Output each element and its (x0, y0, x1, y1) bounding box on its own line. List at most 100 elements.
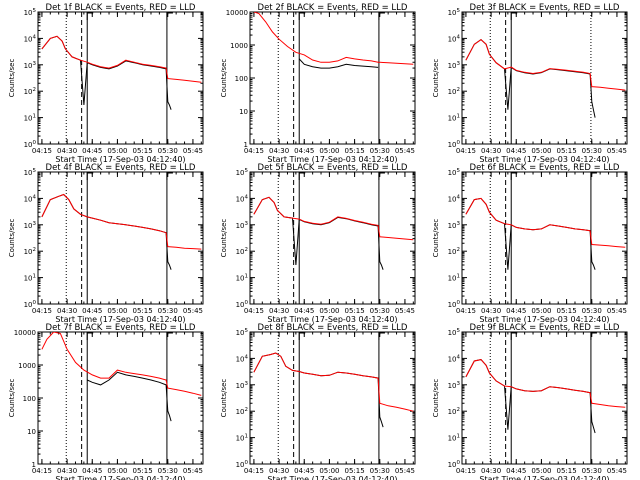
axes-frame (37, 171, 204, 305)
y-tick-label: 100 (448, 140, 461, 149)
x-tick-label: 04:30 (481, 147, 501, 155)
y-tick-label: 104 (236, 354, 249, 363)
series-line-events (253, 196, 384, 270)
x-tick-label: 04:15 (456, 467, 476, 475)
x-axis-label: Start Time (17-Sep-03 04:12:40) (55, 155, 185, 164)
y-tick-label: 1 (32, 461, 36, 469)
y-axis-label: Counts/sec (432, 59, 440, 98)
marker-bracket (378, 12, 385, 20)
x-tick-label: 05:45 (395, 147, 415, 155)
chart-title: Det 6f BLACK = Events, RED = LLD (470, 163, 620, 173)
series-line-events (86, 371, 172, 422)
marker-bracket (166, 332, 173, 340)
chart-title: Det 3f BLACK = Events, RED = LLD (470, 3, 620, 13)
y-tick-label: 100 (448, 460, 461, 469)
y-tick-label: 100 (24, 140, 37, 149)
y-tick-label: 105 (448, 328, 461, 337)
y-tick-label: 100 (236, 300, 249, 309)
x-tick-label: 04:30 (269, 307, 289, 315)
y-tick-label: 105 (448, 168, 461, 177)
panel-det-4f: Det 4f BLACK = Events, RED = LLD 100 101 10… (8, 163, 204, 324)
x-tick-label: 05:15 (556, 467, 576, 475)
y-tick-label: 105 (24, 8, 37, 17)
y-tick-label: 100 (23, 395, 36, 403)
series-line-events (41, 35, 172, 110)
series-line-events (253, 352, 384, 428)
x-tick-label: 04:45 (506, 467, 526, 475)
x-tick-label: 04:30 (57, 467, 77, 475)
series-line-lld (253, 196, 414, 241)
x-axis-label: Start Time (17-Sep-03 04:12:40) (479, 475, 609, 480)
marker-bracket (298, 12, 306, 20)
y-axis-label: Counts/sec (432, 219, 440, 258)
x-tick-label: 05:00 (531, 147, 551, 155)
y-tick-label: 103 (236, 221, 249, 230)
marker-bracket (166, 172, 173, 180)
x-tick-label: 05:45 (395, 307, 415, 315)
y-tick-label: 100 (24, 300, 37, 309)
x-tick-label: 05:30 (158, 307, 178, 315)
series-line-lld (465, 359, 626, 408)
axes-frame (249, 11, 416, 145)
y-tick-label: 100 (235, 75, 248, 83)
x-tick-label: 05:45 (607, 147, 627, 155)
x-axis-label: Start Time (17-Sep-03 04:12:40) (55, 315, 185, 324)
chart-title: Det 7f BLACK = Events, RED = LLD (46, 323, 196, 333)
x-tick-label: 05:00 (319, 147, 339, 155)
y-tick-label: 1 (244, 141, 248, 149)
y-axis-label: Counts/sec (8, 379, 16, 418)
x-tick-label: 04:30 (269, 147, 289, 155)
x-tick-label: 05:15 (132, 467, 152, 475)
series-line-events (298, 58, 379, 69)
x-tick-label: 05:30 (158, 147, 178, 155)
y-tick-label: 104 (448, 34, 461, 43)
y-tick-label: 102 (448, 247, 460, 256)
axes-frame (37, 331, 204, 465)
x-tick-label: 05:30 (158, 467, 178, 475)
x-tick-label: 05:00 (107, 147, 127, 155)
y-tick-label: 104 (448, 354, 461, 363)
y-tick-label: 103 (24, 221, 37, 230)
y-tick-label: 101 (448, 114, 460, 123)
x-tick-label: 04:45 (294, 467, 314, 475)
x-tick-label: 05:15 (132, 147, 152, 155)
y-tick-label: 1000 (230, 42, 248, 50)
x-tick-label: 04:30 (269, 467, 289, 475)
chart-title: Det 1f BLACK = Events, RED = LLD (46, 3, 196, 13)
x-tick-label: 05:45 (183, 467, 203, 475)
x-tick-label: 05:00 (319, 467, 339, 475)
y-tick-label: 102 (448, 407, 460, 416)
x-tick-label: 04:15 (456, 307, 476, 315)
y-tick-label: 102 (236, 407, 248, 416)
x-tick-label: 04:15 (244, 467, 264, 475)
y-tick-label: 105 (24, 168, 37, 177)
x-tick-label: 05:30 (582, 467, 602, 475)
series-line-lld (465, 197, 626, 248)
x-axis-label: Start Time (17-Sep-03 04:12:40) (479, 155, 609, 164)
panel-det-2f: Det 2f BLACK = Events, RED = LLD 1 10 100 10… (220, 3, 416, 164)
marker-bracket (378, 172, 385, 180)
axes-frame (249, 331, 416, 465)
y-axis-label: Counts/sec (220, 59, 228, 98)
y-tick-label: 103 (448, 381, 461, 390)
y-tick-label: 104 (448, 194, 461, 203)
y-tick-label: 101 (236, 274, 248, 283)
panel-det-5f: Det 5f BLACK = Events, RED = LLD 100 101 10… (220, 163, 416, 324)
y-axis-label: Counts/sec (220, 219, 228, 258)
y-tick-label: 103 (24, 61, 37, 70)
x-tick-label: 05:15 (132, 307, 152, 315)
x-tick-label: 04:45 (506, 307, 526, 315)
series-line-lld (41, 35, 202, 83)
y-tick-label: 10 (27, 428, 36, 436)
x-tick-label: 05:15 (344, 147, 364, 155)
y-tick-label: 100 (448, 300, 461, 309)
marker-bracket (590, 172, 597, 180)
y-axis-label: Counts/sec (8, 219, 16, 258)
chart-title: Det 4f BLACK = Events, RED = LLD (46, 163, 196, 173)
series-line-lld (253, 352, 414, 412)
axes-frame (37, 11, 204, 145)
marker-bracket (298, 172, 306, 180)
y-axis-label: Counts/sec (8, 59, 16, 98)
x-axis-label: Start Time (17-Sep-03 04:12:40) (267, 155, 397, 164)
